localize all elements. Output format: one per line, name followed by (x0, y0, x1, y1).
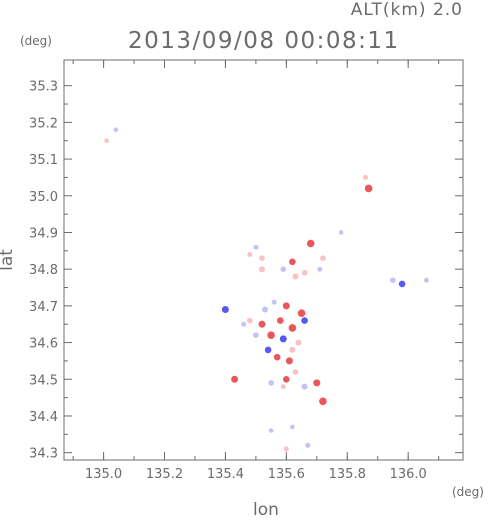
data-point (104, 138, 109, 143)
x-tick-label: 135.6 (268, 467, 305, 482)
data-point (313, 379, 321, 387)
x-tick-label: 135.8 (329, 467, 366, 482)
chart-title: 2013/09/08 00:08:11 (128, 28, 400, 54)
x-unit-label: (deg) (452, 485, 484, 499)
y-tick-label: 35.3 (29, 80, 58, 95)
axis-ticks: 135.0 135.2 135.4 135.6 135.8 136.0 34.3 34.4 34… (29, 60, 463, 482)
x-tick-label: 135.0 (85, 467, 122, 482)
x-tick-label: 135.2 (146, 467, 183, 482)
data-point (283, 376, 290, 383)
data-point (338, 230, 344, 235)
data-point (268, 380, 274, 386)
data-point (267, 331, 275, 340)
data-point (221, 306, 229, 313)
data-point (424, 277, 429, 283)
data-point (283, 446, 289, 452)
data-point (292, 369, 299, 375)
data-point (264, 346, 272, 354)
data-point (247, 252, 253, 257)
data-point (390, 277, 396, 284)
data-point (280, 266, 287, 273)
data-point (241, 321, 247, 327)
y-tick-label: 34.4 (29, 410, 58, 425)
data-point (301, 317, 308, 324)
data-points (104, 127, 429, 452)
data-point (279, 335, 287, 343)
data-point (306, 239, 315, 248)
data-point (262, 306, 268, 313)
y-tick-label: 34.6 (29, 337, 58, 352)
data-point (320, 255, 326, 261)
y-tick-label: 35.2 (29, 116, 58, 131)
y-tick-label: 35.1 (29, 153, 58, 168)
data-point (231, 375, 239, 383)
x-tick-label: 135.4 (207, 467, 244, 482)
plot-frame (63, 59, 464, 461)
y-tick-label: 34.7 (29, 300, 58, 315)
data-point (273, 353, 281, 361)
altitude-label: ALT(km) 2.0 (350, 0, 463, 20)
data-point (288, 324, 297, 332)
y-tick-label: 35.0 (29, 190, 58, 205)
data-point (289, 346, 296, 353)
data-point (253, 332, 259, 339)
data-point (290, 424, 295, 430)
data-point (301, 270, 308, 276)
y-tick-label: 34.5 (29, 373, 58, 388)
data-point (113, 127, 119, 132)
data-point (292, 273, 299, 280)
data-point (398, 280, 406, 288)
data-point (258, 320, 266, 328)
data-point (301, 383, 308, 390)
data-point (295, 339, 302, 346)
data-point (259, 266, 265, 273)
data-point (280, 384, 286, 390)
y-tick-label: 34.9 (29, 226, 58, 241)
y-unit-label: (deg) (20, 34, 52, 48)
data-point (247, 317, 253, 324)
data-point (289, 258, 296, 266)
data-point (282, 302, 290, 310)
data-point (271, 299, 277, 305)
x-tick-label: 136.0 (390, 467, 427, 482)
data-point (285, 357, 293, 365)
data-point (363, 174, 368, 180)
x-axis-label: lon (253, 500, 279, 520)
data-point (317, 266, 323, 272)
data-point (297, 309, 306, 318)
data-point (259, 255, 265, 261)
data-point (253, 244, 259, 250)
data-point (364, 184, 373, 193)
data-point (305, 442, 311, 448)
y-tick-label: 34.8 (29, 263, 58, 278)
y-tick-label: 34.3 (29, 447, 58, 462)
data-point (268, 428, 274, 433)
data-point (277, 317, 284, 324)
data-point (319, 397, 327, 406)
